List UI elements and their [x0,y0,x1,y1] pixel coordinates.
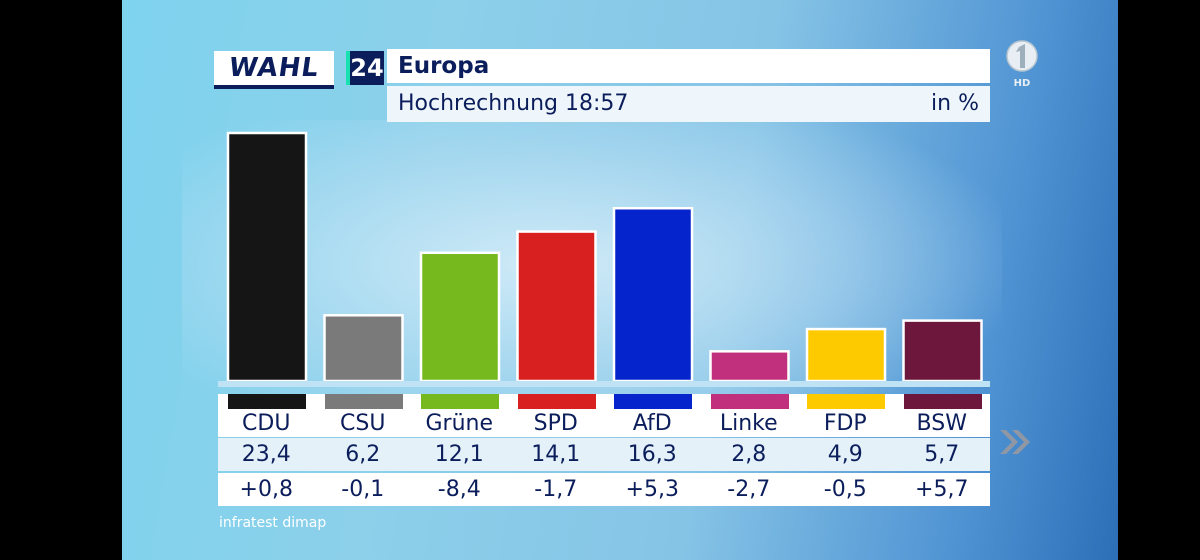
party-color-afd [614,394,692,409]
party-color-csu [324,394,403,409]
wahl-logo: WAHL [214,51,334,89]
bar-grüne [419,251,501,383]
party-color-strip [218,394,990,409]
party-name-csu: CSU [340,411,386,436]
party-change-grüne: -8,4 [437,477,481,502]
party-change-fdp: -0,5 [823,477,867,502]
channel-hd-label: HD [1014,78,1031,89]
chart-baseline [218,381,990,387]
party-change-linke: -2,7 [727,477,771,502]
results-table: CDU CSU Grüne SPD AfD Linke FDP BSW 23,4 6,2 12,1… [218,394,990,506]
unit-label: in % [931,91,979,116]
party-value-spd: 14,1 [531,442,581,467]
party-change-spd: -1,7 [534,477,578,502]
party-color-bsw [903,394,982,409]
bar-fdp [805,327,887,383]
party-color-spd [517,394,596,409]
double-chevron-right-icon[interactable] [998,428,1032,456]
party-names-row: CDU CSU Grüne SPD AfD Linke FDP BSW [218,409,990,437]
chart-subtitle: Hochrechnung 18:57 [398,91,629,116]
party-value-afd: 16,3 [627,442,677,467]
party-name-spd: SPD [533,411,578,436]
bar-chart [226,131,983,383]
source-label: infratest dimap [219,515,327,531]
broadcast-screen: WAHL 24 Europa Hochrechnung 18:57 in % H… [122,0,1118,560]
bar-csu [323,314,404,383]
party-change-csu: -0,1 [341,477,385,502]
party-value-linke: 2,8 [731,442,767,467]
bar-cdu [226,131,308,383]
party-color-linke [710,394,789,409]
party-values-row: 23,4 6,2 12,1 14,1 16,3 2,8 4,9 5,7 [218,438,990,471]
bar-linke [709,350,790,383]
party-name-bsw: BSW [916,411,967,436]
bar-spd [516,230,597,383]
party-change-afd: +5,3 [625,477,679,502]
party-changes-row: +0,8 -0,1 -8,4 -1,7 +5,3 -2,7 -0,5 +5,7 [218,473,990,506]
party-value-grüne: 12,1 [434,442,484,467]
party-name-cdu: CDU [242,411,291,436]
party-color-grüne [421,394,499,409]
party-value-csu: 6,2 [345,442,381,467]
party-color-cdu [228,394,306,409]
party-change-cdu: +0,8 [239,477,293,502]
party-color-fdp [807,394,885,409]
title-box: Europa [387,49,990,83]
party-name-linke: Linke [719,411,778,436]
party-name-fdp: FDP [823,411,867,436]
subtitle-box: Hochrechnung 18:57 in % [387,86,990,122]
party-name-afd: AfD [632,411,672,436]
wahl-logo-number: 24 [346,51,384,85]
party-value-cdu: 23,4 [241,442,291,467]
party-name-grüne: Grüne [425,411,493,436]
party-value-bsw: 5,7 [924,442,960,467]
party-value-fdp: 4,9 [827,442,863,467]
bar-bsw [902,319,983,383]
ard-channel-logo-icon: HD [1006,40,1038,89]
bar-afd [612,206,694,383]
party-change-bsw: +5,7 [915,477,969,502]
chart-title: Europa [398,53,490,79]
